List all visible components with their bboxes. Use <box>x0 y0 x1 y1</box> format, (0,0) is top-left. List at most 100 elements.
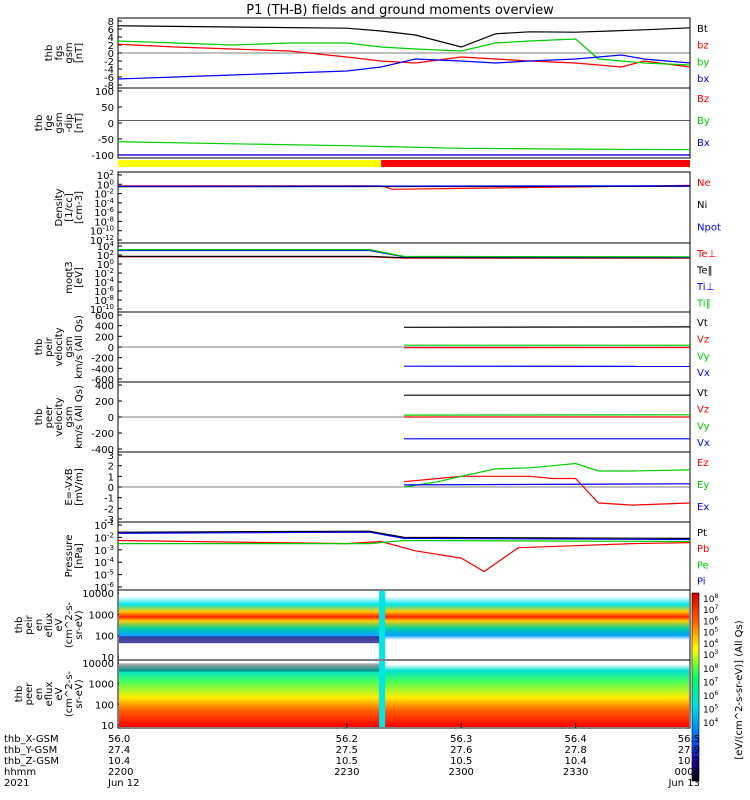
series-bx-line <box>117 54 691 80</box>
y-tick-label: 107 <box>703 604 718 616</box>
x-tick-label: 56.2 <box>336 734 358 745</box>
y-tick-label: 2 <box>108 462 114 473</box>
x-row-label: thb_Z-GSM <box>4 756 59 767</box>
series-By-line <box>117 141 691 151</box>
x-tick-label: 2300 <box>448 767 473 778</box>
y-label-line: en <box>34 619 45 632</box>
panel-frame <box>117 242 691 313</box>
x-tick-label: 56.0 <box>108 734 130 745</box>
y-tick-label: 0 <box>108 119 114 130</box>
y-tick-label: 200 <box>95 332 114 343</box>
y-tick-label: 6 <box>108 25 114 36</box>
legend-Ez: Ez <box>697 458 709 469</box>
y-label-line: thb <box>14 686 25 703</box>
y-tick-label: 105 <box>703 704 718 716</box>
y-tick-label: -2 <box>104 57 114 68</box>
y-tick-label: 0 <box>108 343 114 354</box>
colorbar-label: [eV/(cm^2-s-sr-eV)] (All Qs) <box>734 620 745 759</box>
y-label-line: E=-VxB <box>64 468 75 505</box>
y-label-line: [mV/m] <box>74 468 85 506</box>
y-label-line: gsm <box>54 112 65 133</box>
y-tick-label: 10000 <box>82 589 114 600</box>
y-tick-label: -400 <box>91 445 114 456</box>
legend-Vy: Vy <box>697 351 710 362</box>
x-tick-label: 2330 <box>563 767 588 778</box>
y-tick-label: 10-4 <box>94 556 114 569</box>
y-tick-label: 106 <box>703 615 718 627</box>
y-tick-label: 0 <box>108 483 114 494</box>
y-label-line: en <box>34 688 45 701</box>
series-Bt-line <box>117 25 691 48</box>
y-label-line: sr-eV) <box>74 610 85 639</box>
x-tick-label: 27.9 <box>678 745 700 756</box>
high-energy-noise <box>119 663 381 672</box>
series-by-line <box>117 38 691 66</box>
y-label-line: fge <box>44 115 55 131</box>
x-tick-label: Jun 13 <box>667 778 700 789</box>
transition-band <box>379 591 386 659</box>
legend-Npot: Npot <box>697 222 721 233</box>
y-tick-label: -600 <box>91 375 114 386</box>
y-tick-label: 50 <box>101 103 114 114</box>
series-Pt-line <box>117 530 691 540</box>
y-tick-label: 107 <box>703 677 718 689</box>
spectrogram <box>119 661 689 727</box>
series-Ey-line <box>403 462 691 488</box>
x-tick-label: 10.5 <box>450 756 472 767</box>
y-label-line: velocity <box>54 327 65 366</box>
y-tick-label: 0 <box>108 413 114 424</box>
y-tick-label: 103 <box>703 649 718 661</box>
y-tick-label: 400 <box>95 322 114 333</box>
y-label-line: thb <box>14 617 25 634</box>
y-label-line: thb <box>44 45 55 62</box>
y-label-line: velocity <box>54 397 65 436</box>
y-tick-label: -1 <box>104 494 114 505</box>
legend-Bx: Bx <box>697 138 710 149</box>
x-row-label: thb_Y-GSM <box>4 745 57 756</box>
y-label-line: [nT] <box>74 113 85 133</box>
legend-Ne: Ne <box>697 178 711 189</box>
panel-8: Pressure [nPa]10-110-210-310-410-510-6PtP… <box>64 519 709 594</box>
panel-5: thb peir velocity gsm km/s (All Qs) 600400200… <box>34 311 710 386</box>
legend-Pe: Pe <box>697 560 709 571</box>
y-label-line: thb <box>34 409 45 426</box>
x-tick-label: 27.8 <box>564 745 586 756</box>
x-tick-label: 56.3 <box>450 734 472 745</box>
y-tick-label: 200 <box>95 397 114 408</box>
y-tick-label: 10 <box>101 653 114 664</box>
transition-band <box>379 661 386 727</box>
low-energy-noise <box>119 636 381 644</box>
y-label-line: thb <box>34 339 45 356</box>
y-tick-label: 10-3 <box>94 544 114 557</box>
legend-Pi: Pi <box>697 577 706 588</box>
y-tick-label: -200 <box>91 429 114 440</box>
y-label-line: [eV] <box>74 267 85 288</box>
y-label-line: eflux <box>44 682 55 707</box>
y-tick-label: 10 <box>101 721 114 732</box>
y-tick-label: 104 <box>703 638 718 650</box>
x-tick-label: 56.4 <box>564 734 586 745</box>
y-tick-label: 10-2 <box>94 531 114 544</box>
y-tick-label: 10000 <box>82 659 114 670</box>
y-label-line: (cm^2-s- <box>64 601 75 648</box>
legend-Ni: Ni <box>697 200 707 211</box>
legend-Te‖: Te‖ <box>696 265 713 276</box>
series-Pe-line <box>118 539 691 545</box>
y-tick-label: 100 <box>95 632 114 643</box>
y-tick-label: 105 <box>703 627 718 639</box>
series-bz-line <box>117 43 691 68</box>
legend-Vt: Vt <box>697 388 708 399</box>
y-label-line: peer <box>24 682 35 706</box>
x-tick-label: 10.2 <box>678 756 700 767</box>
y-label-line: thb <box>34 115 45 132</box>
y-label-line: fgs <box>54 45 65 60</box>
legend-bx: bx <box>697 74 709 85</box>
y-tick-label: -200 <box>91 354 114 365</box>
legend-Ey: Ey <box>697 480 709 491</box>
legend-Vx: Vx <box>697 438 710 449</box>
legend-Ex: Ex <box>697 502 709 513</box>
x-tick-label: 2200 <box>108 767 133 778</box>
